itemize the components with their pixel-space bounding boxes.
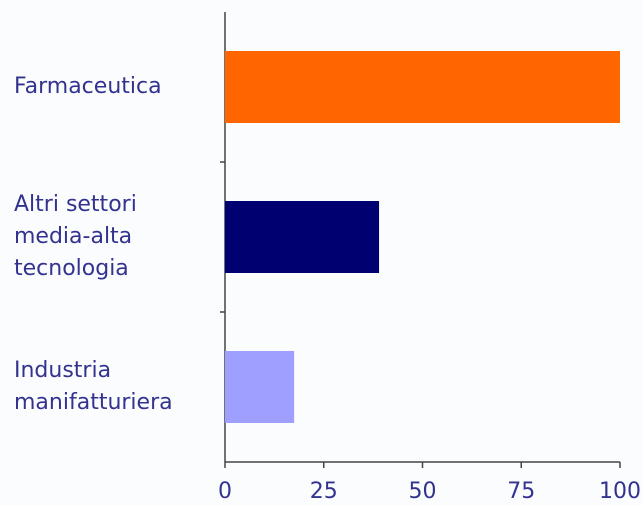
- bar: [225, 51, 620, 123]
- x-tick-label: 75: [507, 479, 535, 504]
- category-label: Farmaceutica: [14, 74, 162, 99]
- x-tick-label: 25: [310, 479, 338, 504]
- x-tick-label: 50: [409, 479, 437, 504]
- category-label: Industria manifatturiera: [14, 358, 173, 415]
- bar: [225, 351, 295, 423]
- bar: [225, 201, 380, 273]
- category-label: Altri settori media-alta tecnologia: [14, 192, 137, 281]
- x-tick-label: 0: [218, 479, 232, 504]
- x-tick-label: 100: [599, 479, 641, 504]
